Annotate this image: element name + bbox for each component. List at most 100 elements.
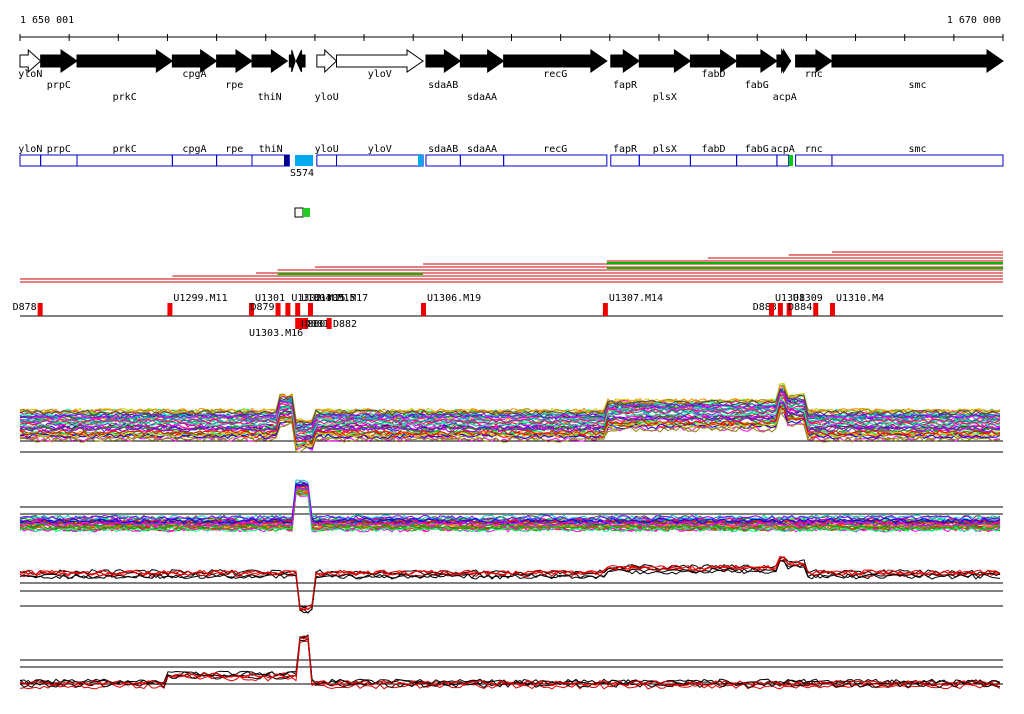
segment-label: prpC	[47, 144, 71, 155]
marker-label: U1302.M15	[291, 293, 345, 304]
marker-label: D878	[13, 302, 37, 313]
marker-label: U1308	[775, 293, 805, 304]
marker-flag[interactable]	[602, 303, 608, 316]
marker-flag[interactable]	[275, 303, 281, 316]
gene-segment[interactable]	[40, 154, 78, 167]
gene-segment[interactable]	[316, 154, 338, 167]
profile-curve	[19, 405, 1001, 445]
marker-flag[interactable]	[295, 303, 301, 316]
marker-flag[interactable]	[786, 303, 792, 316]
gene-label: rpe	[225, 80, 243, 91]
profile-panel-2	[19, 479, 1003, 533]
gene-arrow[interactable]	[459, 49, 505, 73]
profile-curve	[19, 397, 1001, 437]
marker-flag[interactable]	[813, 303, 819, 316]
marker-label: D883	[753, 302, 777, 313]
gene-arrow[interactable]	[638, 49, 692, 73]
gene-arrow[interactable]	[503, 49, 608, 73]
profile-panel-1	[19, 382, 1003, 453]
profile-curve	[19, 489, 1001, 530]
segment-highlight-dark	[284, 155, 289, 166]
marker-flag[interactable]	[285, 303, 291, 316]
segment-label: rnc	[805, 144, 823, 155]
profile-curve	[19, 384, 1001, 424]
gene-segment[interactable]	[795, 154, 833, 167]
gene-arrow[interactable]	[689, 49, 738, 73]
marker-flag[interactable]	[298, 318, 304, 329]
marker-flag[interactable]	[167, 303, 173, 316]
marker-flag[interactable]	[421, 303, 427, 316]
gene-arrow[interactable]	[736, 49, 778, 73]
gene-label: acpA	[773, 92, 797, 103]
gene-segment[interactable]	[216, 154, 253, 167]
marker-label: D881	[305, 319, 329, 330]
segment-highlight	[295, 155, 313, 166]
gene-segment[interactable]	[638, 154, 691, 167]
marker-flag[interactable]	[777, 303, 783, 316]
segment-label: smc	[908, 144, 926, 155]
marker-flag[interactable]	[326, 318, 332, 329]
gene-label: thiN	[258, 92, 282, 103]
gene-segment[interactable]	[459, 154, 505, 167]
marker-flag[interactable]	[303, 318, 309, 329]
profile-panel-4	[19, 633, 1003, 690]
profile-curve	[19, 483, 1001, 524]
gene-segment[interactable]	[171, 154, 218, 167]
marker-flag[interactable]	[769, 303, 775, 316]
gene-segment[interactable]	[76, 154, 173, 167]
gene-arrow[interactable]	[778, 48, 792, 74]
coordinate-ruler: 1 650 001 1 670 000	[19, 15, 1004, 41]
gene-arrow[interactable]	[336, 49, 424, 73]
gene-arrow[interactable]	[831, 49, 1004, 73]
marker-flag[interactable]	[249, 303, 255, 316]
gene-label: prpC	[47, 80, 71, 91]
profile-curve	[19, 558, 1001, 611]
marker-flag[interactable]	[295, 318, 301, 329]
gene-arrow[interactable]	[40, 49, 78, 73]
profile-panel-3	[19, 555, 1003, 614]
gene-arrow[interactable]	[316, 48, 338, 74]
gene-label: yloU	[315, 92, 339, 103]
segment-id-label: S574	[290, 168, 314, 179]
gene-arrow[interactable]	[19, 48, 42, 74]
gene-arrow[interactable]	[795, 49, 833, 73]
segment-label: yloV	[368, 144, 392, 155]
gene-segment[interactable]	[610, 154, 640, 167]
gene-arrow[interactable]	[76, 49, 174, 73]
marker-flag[interactable]	[307, 303, 313, 316]
profile-curve	[19, 555, 1001, 611]
gene-segment[interactable]	[425, 154, 461, 167]
marker-flag[interactable]	[829, 303, 835, 316]
marker-label: D880	[301, 319, 325, 330]
expression-profiles	[19, 382, 1003, 690]
marker-label: U1301	[255, 293, 285, 304]
gene-label: yloN	[18, 69, 42, 80]
gene-arrow[interactable]	[425, 49, 462, 73]
gene-label: rnc	[805, 69, 823, 80]
gene-arrow[interactable]	[610, 49, 641, 73]
segment-highlight-small	[418, 155, 423, 166]
gene-arrow[interactable]	[171, 49, 218, 73]
gene-segment[interactable]	[831, 154, 1004, 167]
marker-label: U1304.M15	[301, 293, 355, 304]
gene-segment[interactable]	[503, 154, 608, 167]
gene-segment[interactable]	[776, 154, 790, 167]
gene-segment[interactable]	[251, 154, 290, 167]
segment-label: yloN	[18, 144, 42, 155]
gene-arrow[interactable]	[216, 49, 253, 73]
gene-arrow[interactable]	[251, 49, 289, 73]
segment-label: sdaAB	[428, 144, 458, 155]
gene-label: recG	[543, 69, 567, 80]
gene-arrow[interactable]	[295, 49, 306, 73]
gene-arrow[interactable]	[288, 49, 296, 73]
marker-flag[interactable]	[37, 303, 43, 316]
marker-label: U1305.M17	[314, 293, 368, 304]
marker-label: U1303.M16	[249, 328, 303, 339]
gene-segment[interactable]	[19, 154, 42, 167]
gene-segment[interactable]	[336, 154, 424, 167]
gene-segment[interactable]	[736, 154, 778, 167]
gene-segment[interactable]	[689, 154, 738, 167]
profile-curve	[19, 560, 1001, 614]
